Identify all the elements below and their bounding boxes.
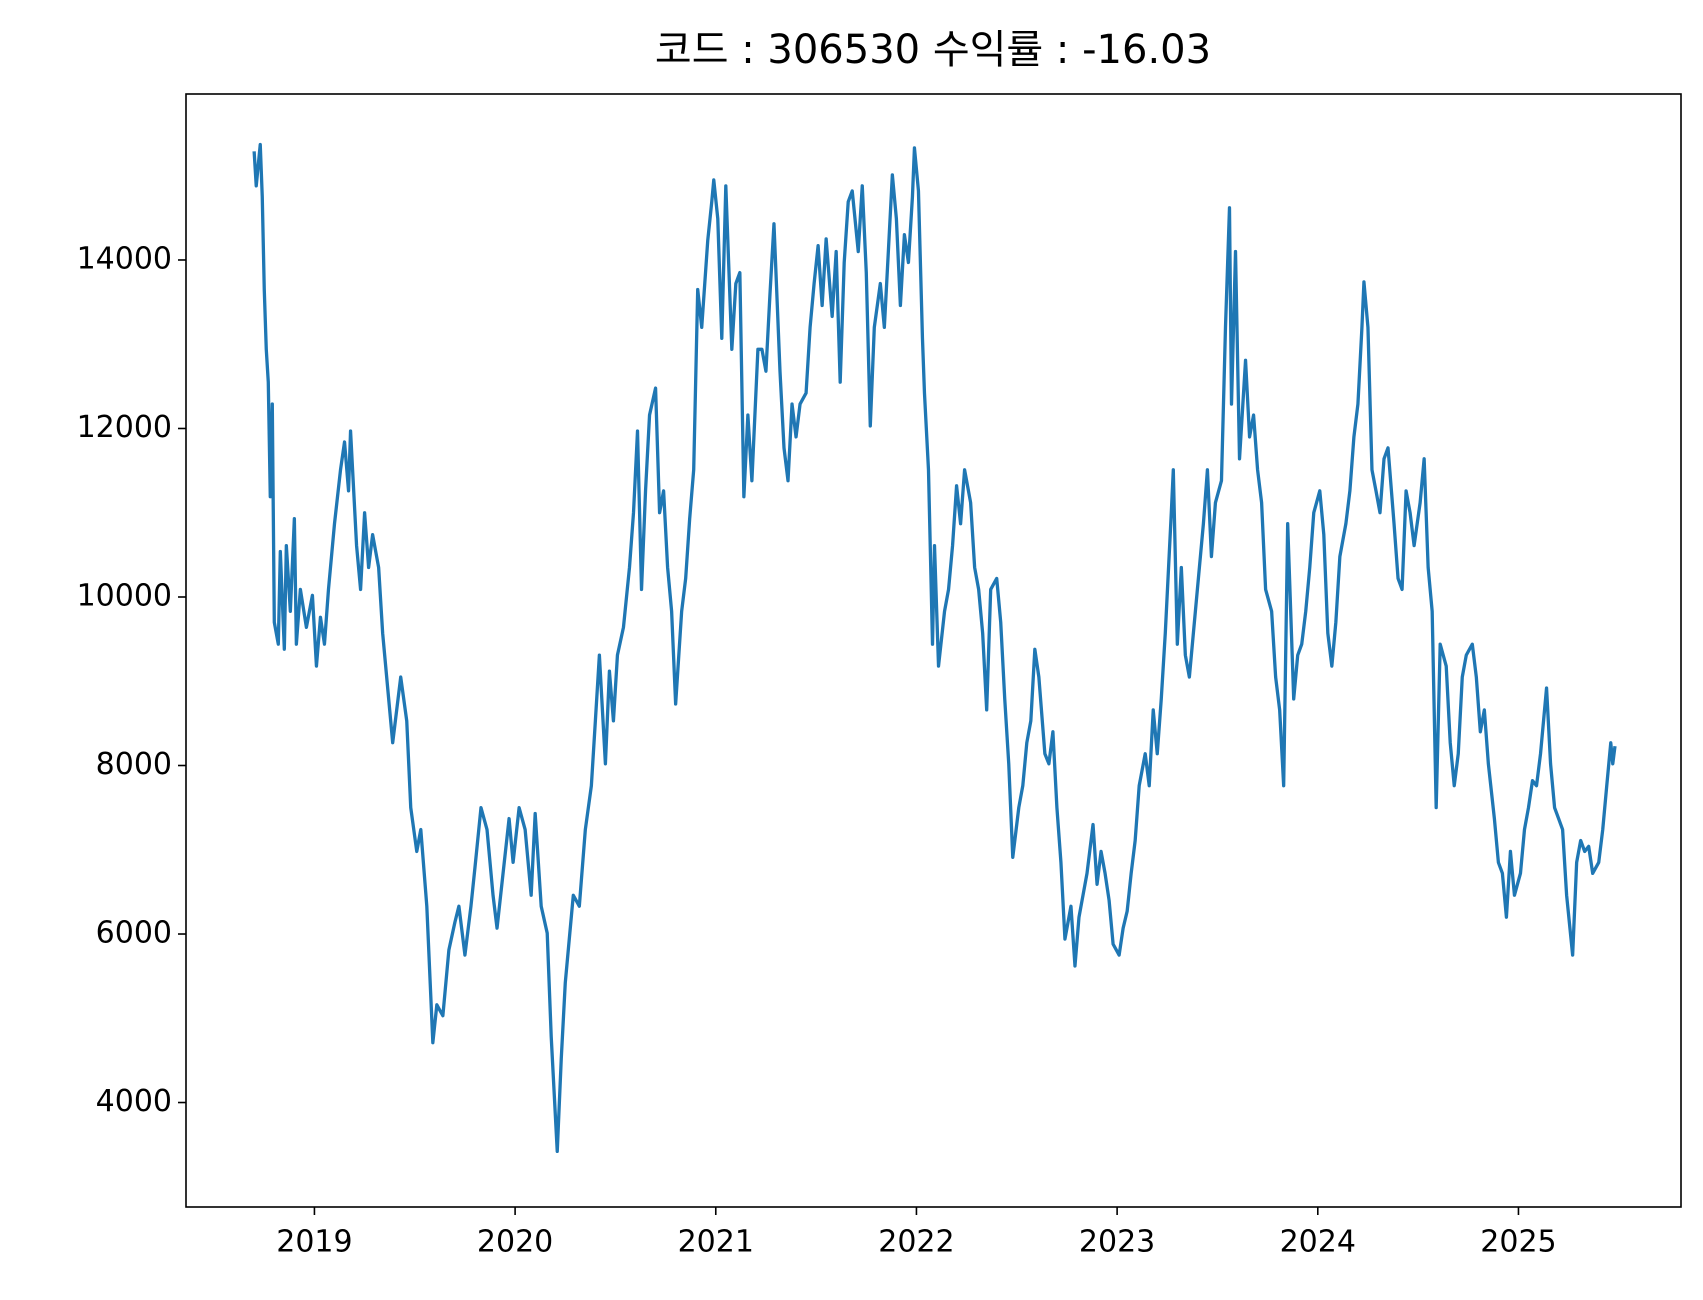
x-tick-label: 2021	[678, 1225, 754, 1260]
x-tick-label: 2025	[1480, 1225, 1556, 1260]
y-tick-label: 8000	[96, 747, 172, 782]
y-tick-label: 12000	[77, 410, 172, 445]
x-tick-label: 2023	[1079, 1225, 1155, 1260]
x-tick-label: 2020	[477, 1225, 553, 1260]
y-tick-label: 14000	[77, 241, 172, 276]
plot-frame	[185, 93, 1682, 1208]
y-tick-label: 10000	[77, 578, 172, 613]
chart-title: 코드 : 306530 수익률 : -16.03	[655, 27, 1211, 73]
x-tick-label: 2019	[276, 1225, 352, 1260]
y-tick-label: 6000	[96, 916, 172, 951]
x-tick-label: 2022	[878, 1225, 954, 1260]
price-line	[252, 142, 1617, 1154]
y-tick-label: 4000	[96, 1084, 172, 1119]
x-tick-label: 2024	[1280, 1225, 1356, 1260]
